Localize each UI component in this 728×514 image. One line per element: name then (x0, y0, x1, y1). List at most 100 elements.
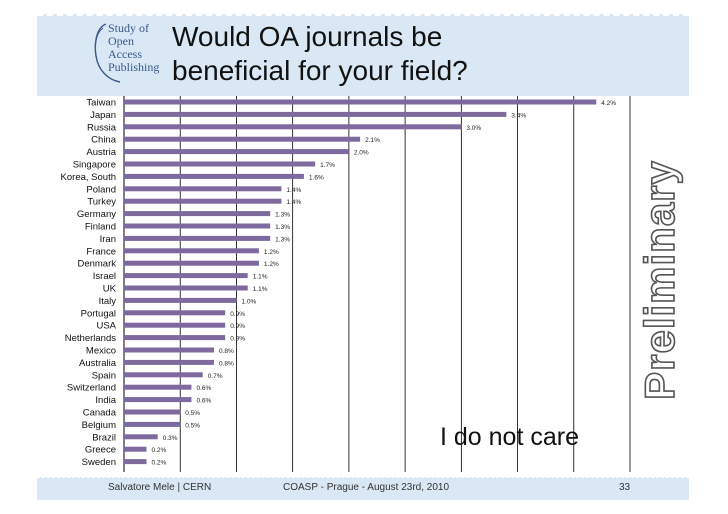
data-label: 1.3% (275, 224, 290, 231)
data-label: 0.5% (185, 410, 200, 417)
bar (124, 421, 181, 427)
title-line-2: beneficial for your field? (172, 55, 468, 86)
data-label: 0.2% (151, 460, 166, 467)
bar (124, 173, 304, 179)
category-label: Portugal (81, 308, 116, 319)
category-label: Sweden (82, 457, 116, 468)
data-label: 1.0% (241, 298, 256, 305)
bar (124, 136, 361, 142)
category-label: Denmark (77, 259, 116, 270)
category-label: France (86, 246, 116, 257)
bar (124, 235, 271, 241)
category-label: Netherlands (65, 333, 116, 344)
preliminary-text: Preliminary (635, 159, 684, 400)
category-label: Russia (87, 122, 117, 133)
bar (124, 198, 282, 204)
logo-text: Study of Open Access Publishing (108, 22, 168, 74)
data-label: 0.9% (230, 323, 245, 330)
data-label: 0.7% (208, 373, 223, 380)
bar (124, 322, 226, 328)
slide-title: Would OA journals be beneficial for your… (172, 20, 652, 88)
data-label: 0.8% (219, 360, 234, 367)
category-label: India (95, 395, 116, 406)
data-label: 1.2% (264, 249, 279, 256)
category-label: Canada (83, 408, 117, 419)
data-label: 0.5% (185, 422, 200, 429)
bar (124, 285, 248, 291)
category-label: Australia (79, 358, 117, 369)
data-label: 1.3% (275, 236, 290, 243)
data-label: 0.9% (230, 336, 245, 343)
data-label: 0.2% (151, 447, 166, 454)
category-label: Turkey (87, 197, 116, 208)
category-label: Taiwan (86, 98, 116, 109)
bar (124, 347, 214, 353)
category-label: Brazil (92, 432, 116, 443)
category-label: Greece (85, 445, 116, 456)
bar-chart: Taiwan 4.2% Japan 3.4% Russia 3.0% China 2.1% Au… (61, 96, 631, 472)
data-label: 0.3% (163, 435, 178, 442)
header-band (37, 14, 689, 96)
bar (124, 297, 237, 303)
bar (124, 434, 158, 440)
bar (124, 149, 349, 155)
data-label: 2.1% (365, 137, 380, 144)
data-label: 0.6% (196, 398, 211, 405)
bar (124, 186, 282, 192)
data-label: 4.2% (601, 100, 616, 107)
bar (124, 248, 259, 254)
footer-page-number: 33 (619, 482, 631, 493)
data-label: 0.8% (219, 348, 234, 355)
category-label: Spain (92, 370, 116, 381)
annotation-text: I do not care (440, 423, 579, 451)
bar (124, 359, 214, 365)
data-label: 1.1% (253, 274, 268, 281)
category-label: Belgium (82, 420, 116, 431)
data-label: 0.9% (230, 311, 245, 318)
category-label: Austria (86, 147, 116, 158)
data-label: 2.0% (354, 150, 369, 157)
category-label: Finland (85, 222, 116, 233)
data-label: 3.0% (466, 125, 481, 132)
bar (124, 459, 147, 465)
category-label: Singapore (73, 160, 116, 171)
data-label: 1.4% (286, 199, 301, 206)
bar (124, 211, 271, 217)
bar (124, 446, 147, 452)
category-label: Poland (86, 184, 116, 195)
bar (124, 384, 192, 390)
title-line-1: Would OA journals be (172, 21, 443, 52)
bar (124, 124, 462, 130)
data-label: 1.4% (286, 187, 301, 194)
bar (124, 409, 181, 415)
data-label: 1.1% (253, 286, 268, 293)
category-label: Mexico (86, 346, 116, 357)
bar (124, 397, 192, 403)
bar (124, 372, 203, 378)
category-label: Switzerland (67, 383, 116, 394)
logo-line: Access (108, 47, 142, 61)
bar (124, 260, 259, 266)
bar (124, 223, 271, 229)
footer-author: Salvatore Mele | CERN (108, 482, 212, 493)
footer-event: COASP - Prague - August 23rd, 2010 (283, 482, 450, 493)
bar (124, 310, 226, 316)
category-label: Korea, South (61, 172, 116, 183)
data-label: 1.7% (320, 162, 335, 169)
logo-line: Publishing (108, 60, 160, 74)
logo-mark (94, 23, 121, 83)
data-label: 1.6% (309, 174, 324, 181)
category-label: Japan (90, 110, 116, 121)
logo-line: Open (108, 34, 134, 48)
category-label: UK (103, 284, 117, 295)
bar (124, 273, 248, 279)
bar (124, 111, 507, 117)
category-label: Italy (99, 296, 117, 307)
data-label: 1.3% (275, 212, 290, 219)
logo-line: Study of (108, 21, 150, 35)
data-label: 1.2% (264, 261, 279, 268)
data-label: 3.4% (511, 112, 526, 119)
category-label: Israel (93, 271, 116, 282)
bar (124, 99, 597, 105)
bar (124, 161, 316, 167)
